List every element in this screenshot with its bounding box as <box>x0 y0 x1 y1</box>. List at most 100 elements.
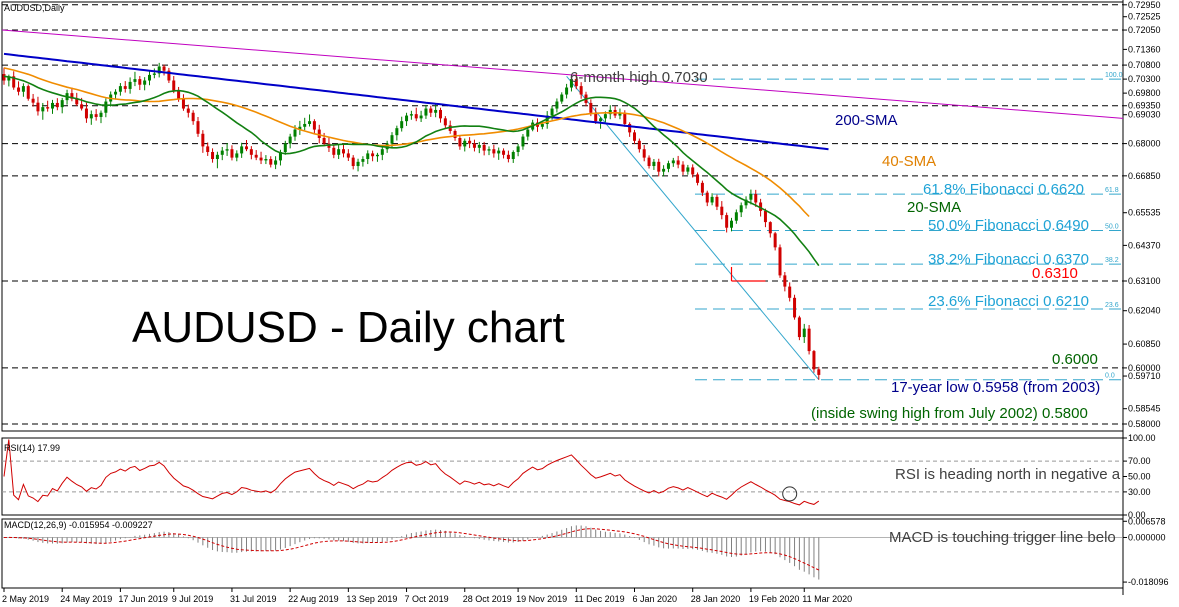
candle-body <box>26 86 30 99</box>
candle-body <box>633 132 636 141</box>
x-axis-label: 6 Jan 2020 <box>633 594 678 604</box>
fib-pct-label: 0.0 <box>1105 373 1115 380</box>
candle-body <box>681 164 685 172</box>
candle-body <box>579 86 583 95</box>
candle-body <box>240 146 244 154</box>
candle-body <box>337 149 341 155</box>
candle-body <box>623 112 627 124</box>
candle-body <box>599 118 603 122</box>
price-axis-label: 0.58000 <box>1128 419 1161 429</box>
price-axis-label: 0.69350 <box>1128 101 1161 111</box>
x-axis-label: 22 Aug 2019 <box>288 594 339 604</box>
x-axis-label: 7 Oct 2019 <box>405 594 449 604</box>
candle-body <box>511 152 515 160</box>
candle-body <box>812 351 816 370</box>
candle-body <box>12 76 16 88</box>
x-axis-label: 28 Oct 2019 <box>463 594 512 604</box>
candle-body <box>768 222 772 234</box>
candle-body <box>521 136 525 147</box>
candle-body <box>788 286 792 298</box>
x-axis-label: 9 Jul 2019 <box>172 594 214 604</box>
candle-body <box>458 137 462 147</box>
candle-body <box>730 220 733 228</box>
candle-body <box>51 102 54 109</box>
candle-body <box>361 159 365 162</box>
candle-body <box>55 102 59 108</box>
candle-body <box>17 87 21 92</box>
candle-body <box>308 121 312 124</box>
candle-body <box>118 86 122 92</box>
candle-body <box>691 167 695 175</box>
candle-body <box>7 76 11 81</box>
sma200-label: 200-SMA <box>835 112 898 129</box>
rsi-axis-label: 70.00 <box>1128 456 1151 466</box>
candle-body <box>84 108 88 119</box>
candle-body <box>75 98 79 105</box>
candle-body <box>167 70 171 81</box>
candle-body <box>642 149 646 158</box>
candle-body <box>783 275 787 287</box>
price-axis-label: 0.70300 <box>1128 74 1161 84</box>
candle-body <box>807 328 811 352</box>
candle-body <box>628 123 632 133</box>
price-axis-label: 0.69800 <box>1128 88 1161 98</box>
x-axis-label: 13 Sep 2019 <box>346 594 397 604</box>
candle-body <box>666 163 670 169</box>
x-axis-label: 2 May 2019 <box>2 594 49 604</box>
candle-body <box>220 150 224 155</box>
candle-body <box>60 100 64 108</box>
fib500-label: 50.0% Fibonacci 0.6490 <box>928 217 1089 234</box>
candle-body <box>259 157 263 161</box>
rsi-axis-label: 30.00 <box>1128 487 1151 497</box>
price-axis-label: 0.60000 <box>1128 363 1161 373</box>
candle-body <box>516 146 520 153</box>
candle-body <box>797 317 801 338</box>
macd-axis-label: 0.000000 <box>1128 532 1166 542</box>
candle-body <box>497 150 501 154</box>
candle-body <box>482 145 486 151</box>
price-axis-label: 0.72950 <box>1128 0 1161 10</box>
candle-body <box>793 297 797 318</box>
candle-body <box>245 146 248 150</box>
candle-body <box>89 114 93 119</box>
x-axis-label: 17 Jun 2019 <box>118 594 168 604</box>
candle-body <box>317 129 321 138</box>
chart-title: AUDUSD - Daily chart <box>132 303 565 352</box>
candle-body <box>274 160 278 165</box>
candle-body <box>569 79 573 88</box>
candle-body <box>550 108 554 116</box>
candle-body <box>148 74 151 81</box>
candle-body <box>371 153 375 157</box>
candle-body <box>778 247 782 276</box>
sma20-line <box>3 75 820 267</box>
sma20-label: 20-SMA <box>907 199 961 216</box>
candle-body <box>123 86 127 89</box>
candle-body <box>492 149 496 154</box>
candle-body <box>555 101 559 109</box>
candle-body <box>356 161 360 167</box>
x-axis-label: 11 Dec 2019 <box>574 594 624 604</box>
candle-body <box>41 107 45 112</box>
trendline <box>1 29 1124 119</box>
candle-body <box>177 90 181 99</box>
candle-body <box>725 215 729 228</box>
candle-body <box>526 129 530 137</box>
candle-body <box>715 196 719 207</box>
candle-body <box>540 123 544 127</box>
candle-body <box>734 212 738 221</box>
rsi-axis-label: 100.00 <box>1128 433 1156 443</box>
price-axis-label: 0.62040 <box>1128 306 1161 316</box>
rsi-highlight-circle <box>782 486 798 502</box>
candle-body <box>574 79 578 87</box>
candle-body <box>21 86 25 92</box>
candle-body <box>720 206 724 216</box>
candle-body <box>312 121 316 130</box>
candle-body <box>94 114 98 117</box>
candle-body <box>763 210 767 223</box>
candle-body <box>409 114 413 116</box>
candle-body <box>162 66 166 71</box>
candle-body <box>288 136 292 144</box>
candle-body <box>31 98 35 103</box>
